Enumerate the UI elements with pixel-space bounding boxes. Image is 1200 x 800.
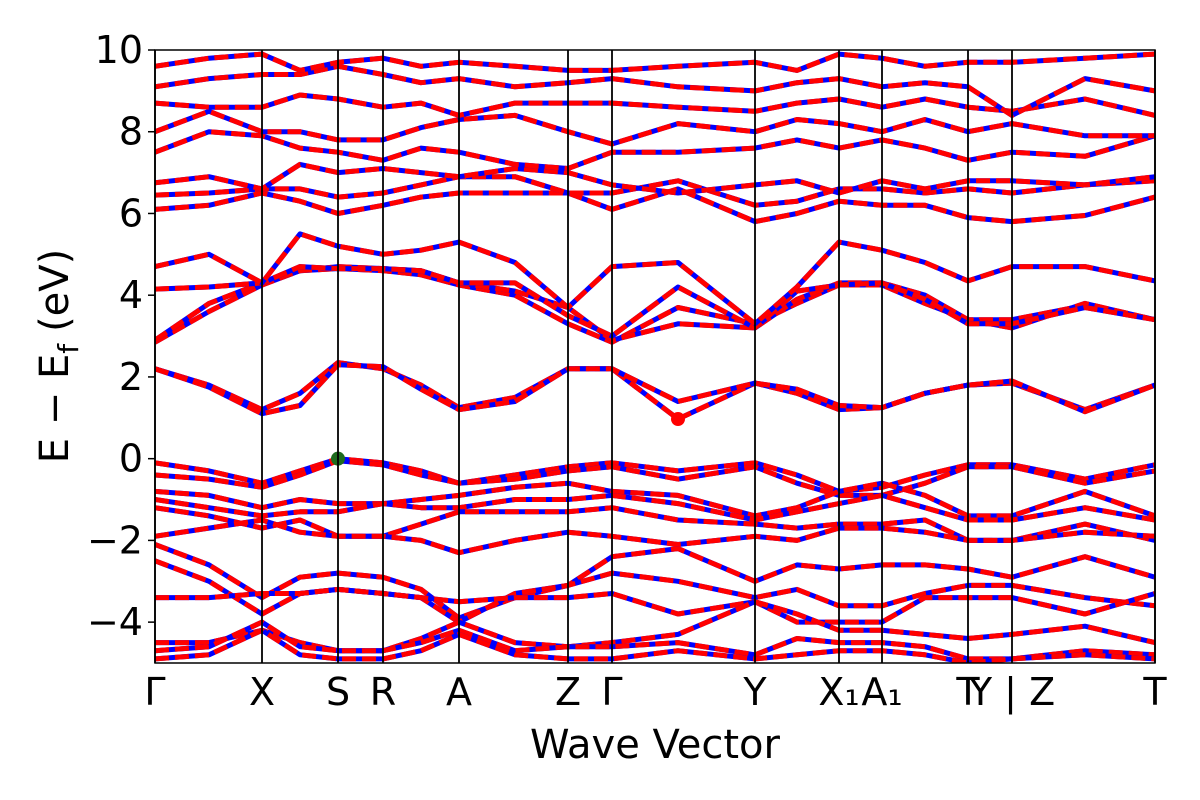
y-label-sub: f bbox=[52, 343, 85, 354]
band-spin-down bbox=[155, 517, 1155, 556]
y-tick-label: 6 bbox=[119, 191, 143, 235]
x-tick-label: A₁ bbox=[861, 670, 902, 714]
x-tick-label: X₁ bbox=[818, 670, 859, 714]
band-spin-up bbox=[155, 264, 1155, 339]
band-spin-up bbox=[155, 586, 1155, 625]
y-tick-label: 0 bbox=[119, 437, 143, 481]
x-tick-label: Y bbox=[742, 670, 767, 714]
x-tick-label: T bbox=[955, 670, 980, 714]
y-tick-label: −2 bbox=[87, 518, 143, 562]
band-spin-down bbox=[155, 231, 1155, 327]
band-spin-down bbox=[155, 108, 1155, 147]
band-spin-up bbox=[155, 627, 1155, 663]
y-tick-label: 8 bbox=[119, 110, 143, 154]
y-axis-label: E − Ef (eV) bbox=[32, 249, 85, 464]
x-tick-label: Γ bbox=[601, 670, 622, 714]
x-tick-label: T bbox=[1142, 670, 1167, 714]
bands bbox=[155, 51, 1155, 663]
band-spin-up bbox=[155, 231, 1155, 327]
y-tick-label: −4 bbox=[87, 600, 143, 644]
x-tick-label: X bbox=[249, 670, 275, 714]
band-spin-up bbox=[155, 517, 1155, 556]
x-tick-label: A bbox=[446, 670, 472, 714]
x-axis-label: Wave Vector bbox=[530, 722, 781, 768]
y-tick-label: 2 bbox=[119, 355, 143, 399]
x-tick-label: S bbox=[326, 670, 350, 714]
band-edge-marker bbox=[671, 412, 685, 427]
plot-frame bbox=[154, 49, 1156, 664]
y-tick-label: 4 bbox=[119, 273, 143, 317]
y-label-main: E − E bbox=[32, 354, 78, 464]
x-tick-label: Z bbox=[555, 670, 581, 714]
band-spin-up bbox=[155, 619, 1155, 662]
x-tick-label: R bbox=[370, 670, 396, 714]
y-tick-label: 10 bbox=[95, 28, 143, 72]
y-label-unit: (eV) bbox=[32, 249, 78, 332]
band-spin-up bbox=[155, 108, 1155, 147]
x-tick-label: Y | Z bbox=[968, 670, 1055, 715]
x-tick-label: Γ bbox=[144, 670, 165, 714]
